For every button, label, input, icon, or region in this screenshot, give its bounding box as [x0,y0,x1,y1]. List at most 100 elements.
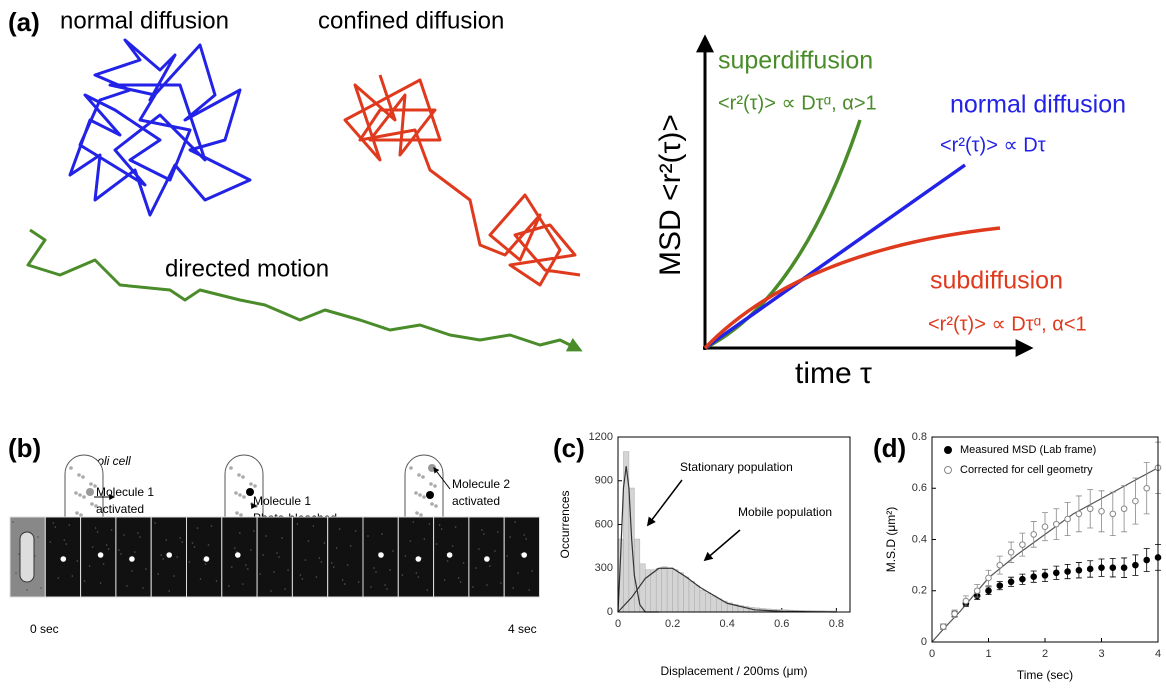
x-tick-label: 1 [985,648,991,660]
cell-spot [238,493,242,497]
cell-spot [77,473,81,477]
noise [270,590,272,592]
noise [168,590,170,592]
noise [91,546,94,548]
noise [94,527,97,529]
y-tick-label: 300 [595,562,613,574]
noise [204,563,207,565]
time-start: 0 sec [30,622,59,636]
annotation: Molecule 2 [452,477,510,491]
panel-label: (b) [8,433,41,463]
noise [281,537,283,539]
bar [666,568,673,613]
noise [239,532,241,534]
noise [417,576,420,578]
noise [494,550,496,552]
regime-name: subdiffusion [930,267,1063,295]
confined-trajectory [343,74,581,287]
noise [160,554,162,556]
point [1041,572,1049,579]
y-axis-label: Occurrences [558,490,572,558]
noise [26,589,28,591]
cell-spot [74,491,78,495]
cell-spot [234,491,238,495]
point [1053,520,1060,528]
cell-spot [237,473,241,477]
cell-spot [235,511,239,515]
plot-frame [931,436,1159,643]
molecule [246,488,254,496]
bar [705,592,712,613]
y-tick-label: 0.8 [912,431,927,443]
noise [88,565,91,567]
y-tick-label: 0.2 [912,585,927,597]
noise [176,556,178,558]
noise [276,552,278,554]
noise [354,530,357,532]
noise [191,542,194,544]
noise [118,549,120,551]
noise [386,588,388,590]
noise [486,584,488,586]
regime-name: superdiffusion [718,47,873,75]
noise [472,586,474,588]
noise [207,544,210,546]
cell-spot [79,513,83,517]
noise [426,589,429,591]
noise [188,561,191,563]
noise [409,540,412,542]
noise [475,567,477,569]
legend-label: Corrected for cell geometry [960,464,1093,476]
noise [245,564,247,566]
point [1053,569,1060,577]
trajectory-label: confined diffusion [318,7,504,34]
cell-spot [253,484,257,488]
noise [234,547,236,549]
normal-trajectory [68,38,252,217]
x-tick-label: 0.8 [829,618,844,630]
x-tick-label: 0.2 [665,618,680,630]
noise [54,526,57,528]
trajectory-label: normal diffusion [60,7,229,34]
cell-spot [422,495,426,499]
regime-formula: <r²(τ)> ∝ Dτᵅ, α>1 [718,92,877,114]
cell-spot [421,475,425,479]
annotation: activated [452,494,500,508]
point [1120,505,1128,513]
spot [378,552,384,558]
noise [105,544,108,546]
noise [315,576,318,578]
noise [462,562,465,564]
point [1086,565,1094,573]
x-tick-label: 4 [1155,648,1161,660]
noise [341,579,344,581]
directed-trajectory [26,228,583,352]
cell-spot [78,493,82,497]
noise [142,587,144,589]
noise [312,525,315,527]
time-end: 4 sec [508,622,537,636]
bar [639,563,646,613]
noise [83,580,86,582]
noise [307,540,310,542]
noise [389,569,391,571]
noise [52,522,55,524]
cell-spot [239,513,243,517]
noise [231,566,233,568]
noise [384,584,386,586]
panel-label: (a) [8,7,40,37]
point [985,574,992,582]
cell-spot [89,482,93,486]
frame [256,516,293,598]
noise [343,583,346,585]
noise [102,563,105,565]
noise [145,568,147,570]
noise [131,570,133,572]
noise [454,526,457,528]
noise [242,583,244,585]
noise [517,572,519,574]
cell-spot [93,484,97,488]
x-tick-label: 0 [615,618,621,630]
noise [137,532,139,534]
